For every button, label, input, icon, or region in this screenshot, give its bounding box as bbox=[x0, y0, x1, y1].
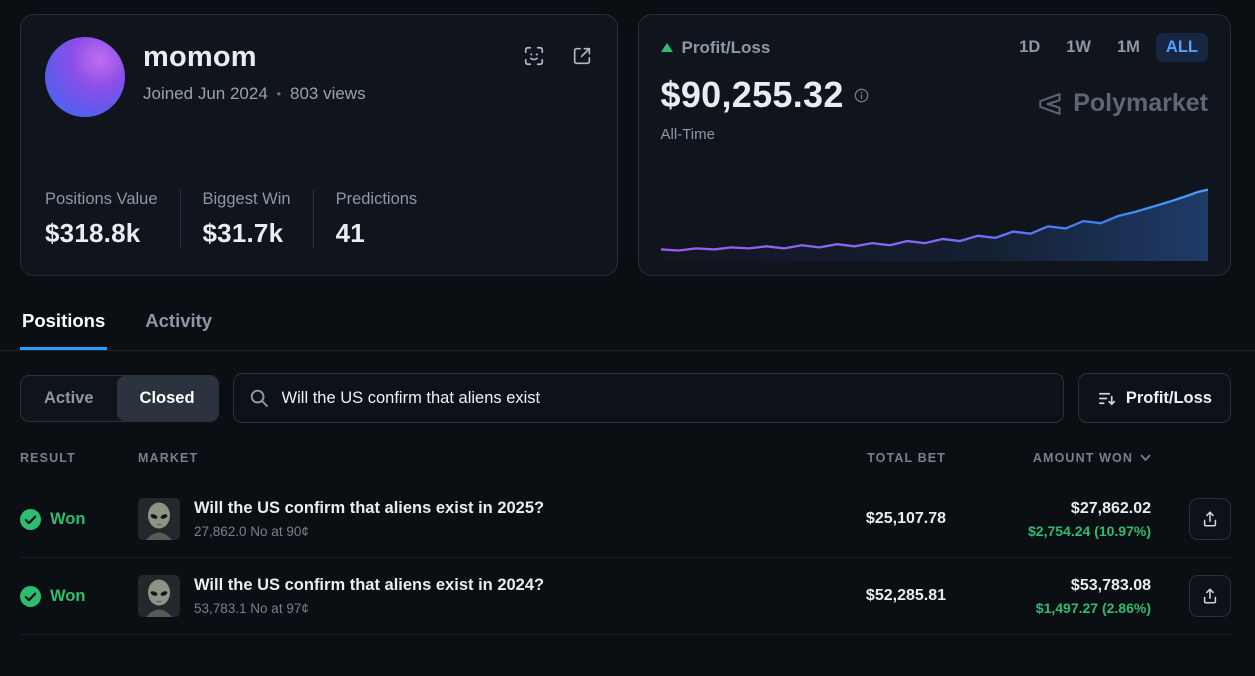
tab-positions[interactable]: Positions bbox=[20, 302, 108, 350]
positions-table: RESULT MARKET TOTAL BET AMOUNT WON Won bbox=[0, 445, 1255, 635]
stat-positions-value: Positions Value $318.8k bbox=[45, 190, 180, 249]
amount-won-value: $53,783.08 bbox=[1070, 576, 1151, 594]
table-header: RESULT MARKET TOTAL BET AMOUNT WON bbox=[20, 445, 1231, 481]
top-cards: momom Joined Jun 2024 • 803 views bbox=[0, 0, 1255, 276]
pnl-period-label: All-Time bbox=[660, 126, 715, 143]
result-label: Won bbox=[50, 586, 86, 605]
market-text: Will the US confirm that aliens exist in… bbox=[194, 499, 544, 539]
range-1w-button[interactable]: 1W bbox=[1056, 33, 1101, 62]
market-title: Will the US confirm that aliens exist in… bbox=[194, 576, 545, 594]
tabs-bar: Positions Activity bbox=[0, 302, 1255, 351]
profile-identity: momom Joined Jun 2024 • 803 views bbox=[143, 41, 366, 117]
range-1m-button[interactable]: 1M bbox=[1107, 33, 1150, 62]
tab-activity[interactable]: Activity bbox=[145, 310, 213, 331]
pnl-value-row: $90,255.32 bbox=[661, 74, 1209, 116]
won-check-icon bbox=[20, 508, 41, 530]
profile-card: momom Joined Jun 2024 • 803 views bbox=[20, 14, 618, 276]
pnl-value: $90,255.32 bbox=[660, 74, 844, 115]
market-position-detail: 27,862.0 No at 90¢ bbox=[194, 524, 309, 539]
active-closed-segmented-control: Active Closed bbox=[20, 374, 219, 422]
share-upload-icon bbox=[1203, 511, 1217, 527]
amount-won-cell: $53,783.08 $1,497.27 (2.86%) bbox=[954, 577, 1169, 616]
col-result: RESULT bbox=[20, 451, 76, 465]
pnl-area bbox=[660, 189, 1208, 261]
share-button[interactable] bbox=[1189, 575, 1231, 617]
share-button[interactable] bbox=[1189, 498, 1231, 540]
username: momom bbox=[143, 41, 257, 73]
time-range-selector: 1D 1W 1M ALL bbox=[1009, 33, 1208, 62]
profile-header: momom Joined Jun 2024 • 803 views bbox=[45, 37, 593, 117]
market-thumbnail-alien bbox=[138, 498, 180, 540]
joined-date: Joined Jun 2024 bbox=[143, 84, 268, 103]
amount-won-value: $27,862.02 bbox=[1070, 499, 1151, 517]
col-total-bet[interactable]: TOTAL BET bbox=[867, 451, 946, 465]
share-upload-icon bbox=[1203, 588, 1217, 604]
result-cell: Won bbox=[20, 585, 138, 607]
info-icon[interactable] bbox=[854, 88, 869, 103]
range-1d-button[interactable]: 1D bbox=[1009, 33, 1050, 62]
profit-up-triangle-icon bbox=[660, 43, 673, 52]
polymarket-watermark: Polymarket bbox=[1035, 89, 1208, 118]
external-link-button[interactable] bbox=[571, 45, 593, 117]
market-cell: Will the US confirm that aliens exist in… bbox=[138, 575, 754, 617]
profit-loss-card: Profit/Loss 1D 1W 1M ALL $90,255.32 bbox=[637, 14, 1231, 276]
profile-meta: Joined Jun 2024 • 803 views bbox=[143, 84, 366, 104]
stat-value: $31.7k bbox=[202, 218, 284, 248]
pnl-header: Profit/Loss 1D 1W 1M ALL bbox=[660, 33, 1208, 62]
stat-biggest-win: Biggest Win $31.7k bbox=[179, 190, 313, 249]
result-cell: Won bbox=[20, 508, 138, 530]
chevron-down-icon bbox=[1140, 454, 1151, 461]
segment-active[interactable]: Active bbox=[21, 376, 117, 421]
market-position-detail: 53,783.1 No at 97¢ bbox=[194, 601, 309, 616]
qr-scan-button[interactable] bbox=[523, 45, 545, 117]
profile-stats: Positions Value $318.8k Biggest Win $31.… bbox=[45, 190, 593, 249]
views-count: 803 views bbox=[289, 84, 366, 103]
amount-won-cell: $27,862.02 $2,754.24 (10.97%) bbox=[954, 500, 1169, 539]
stat-label: Biggest Win bbox=[202, 190, 291, 208]
profit-value: $1,497.27 (2.86%) bbox=[1035, 599, 1151, 616]
profit-value: $2,754.24 (10.97%) bbox=[1028, 522, 1151, 539]
total-bet-value: $52,285.81 bbox=[865, 587, 946, 604]
result-label: Won bbox=[50, 509, 86, 528]
pnl-line bbox=[660, 188, 1208, 252]
dot-separator: • bbox=[276, 87, 281, 101]
stat-value: $318.8k bbox=[45, 218, 141, 248]
col-amount-won-label: AMOUNT WON bbox=[1032, 451, 1133, 465]
position-row[interactable]: Won Will the US confirm that aliens exis… bbox=[20, 558, 1231, 635]
qr-scan-icon bbox=[524, 46, 543, 66]
sort-icon bbox=[1098, 392, 1115, 405]
polymarket-watermark-text: Polymarket bbox=[1073, 89, 1208, 117]
position-row[interactable]: Won Will the US confirm that aliens exis… bbox=[20, 481, 1231, 558]
col-amount-won[interactable]: AMOUNT WON bbox=[954, 451, 1169, 465]
stat-predictions: Predictions 41 bbox=[312, 190, 440, 249]
search-box bbox=[232, 373, 1064, 423]
won-check-icon bbox=[20, 585, 41, 607]
stat-label: Predictions bbox=[335, 190, 418, 208]
pnl-title-group: Profit/Loss bbox=[660, 37, 771, 58]
external-link-icon bbox=[573, 47, 590, 65]
col-market: MARKET bbox=[138, 451, 199, 465]
market-text: Will the US confirm that aliens exist in… bbox=[194, 576, 544, 616]
segment-closed[interactable]: Closed bbox=[116, 375, 218, 421]
pnl-title: Profit/Loss bbox=[681, 37, 771, 57]
polymarket-logo-icon bbox=[1039, 92, 1061, 115]
pnl-chart bbox=[660, 188, 1208, 261]
market-title: Will the US confirm that aliens exist in… bbox=[194, 499, 545, 517]
profile-actions bbox=[523, 45, 593, 117]
total-bet-value: $25,107.78 bbox=[865, 510, 946, 527]
search-icon bbox=[250, 389, 268, 407]
market-cell: Will the US confirm that aliens exist in… bbox=[138, 498, 754, 540]
range-all-button[interactable]: ALL bbox=[1155, 33, 1208, 62]
search-input[interactable] bbox=[279, 387, 1048, 409]
positions-controls: Active Closed Profit/Loss bbox=[0, 351, 1255, 423]
stat-value: 41 bbox=[335, 218, 365, 248]
sort-button-label: Profit/Loss bbox=[1125, 388, 1212, 407]
stat-label: Positions Value bbox=[45, 190, 158, 208]
profit-loss-sort-button[interactable]: Profit/Loss bbox=[1077, 373, 1231, 423]
market-thumbnail-alien bbox=[138, 575, 180, 617]
avatar bbox=[45, 37, 125, 117]
